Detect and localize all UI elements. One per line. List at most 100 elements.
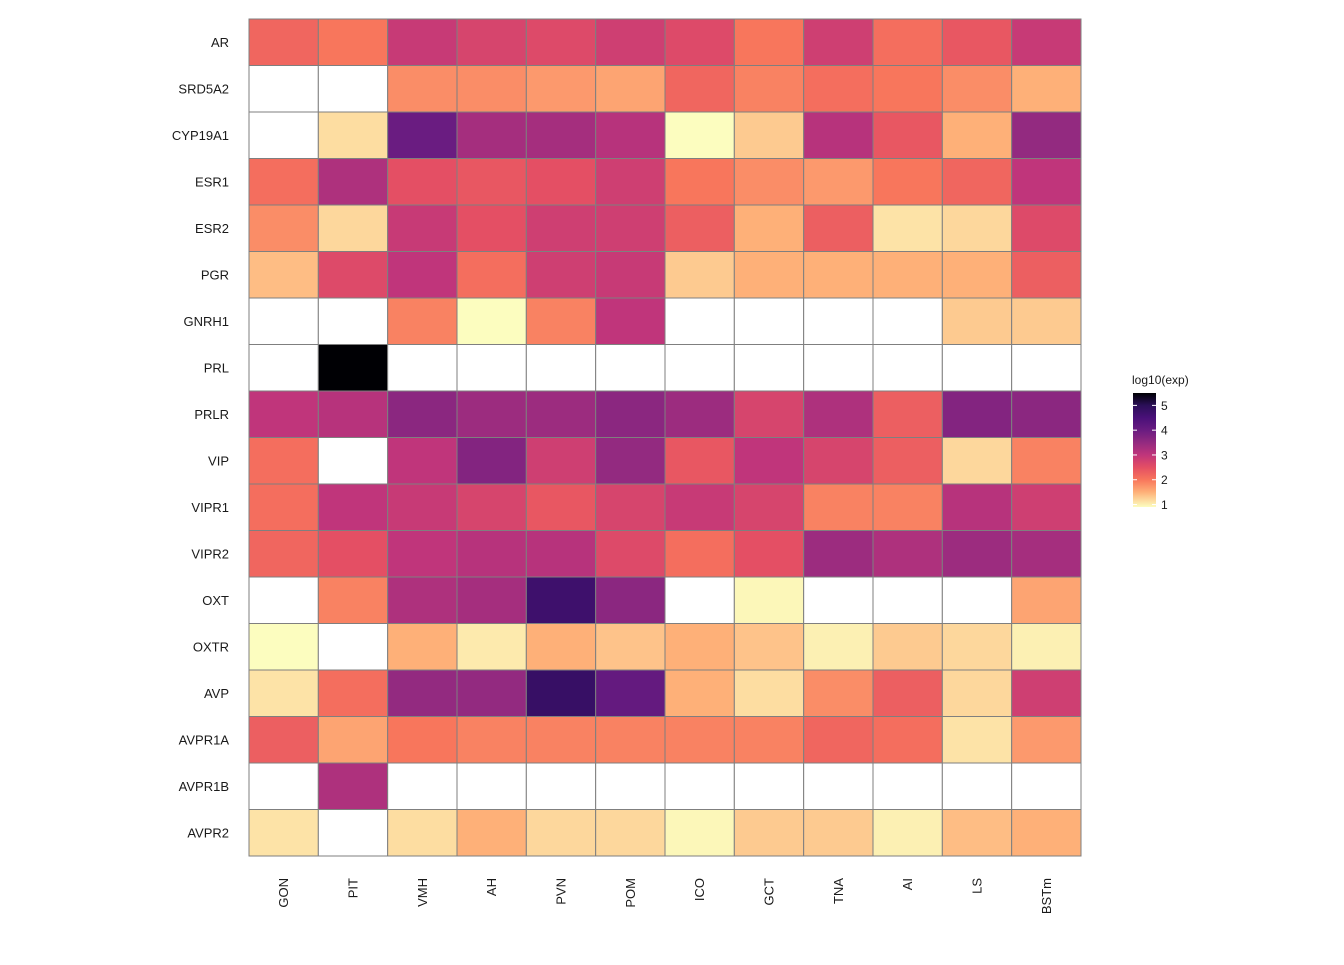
heatmap-cell-cyp19a1-ai (872, 111, 943, 159)
heatmap-cell-vipr2-ah (456, 530, 527, 578)
heatmap-cell-oxtr-vmh (387, 623, 458, 671)
heatmap-cell-pgr-tna (803, 251, 874, 299)
heatmap-cell-vipr1-pom (595, 483, 666, 531)
heatmap-cell-prlr-bstm (1011, 390, 1082, 438)
heatmap-cell-ar-pit (317, 18, 389, 66)
heatmap-cell-ar-gon (248, 18, 319, 66)
heatmap-cell-pgr-pvn (525, 251, 597, 299)
heatmap-cell-ar-gct (733, 18, 805, 66)
heatmap-cell-prlr-ah (456, 390, 527, 438)
heatmap-cell-gnrh1-ai (872, 297, 943, 345)
heatmap-cell-oxt-ls (941, 576, 1013, 624)
heatmap-cell-pgr-gct (733, 251, 805, 299)
heatmap-cell-oxtr-pit (317, 623, 389, 671)
heatmap-cell-oxt-pvn (525, 576, 597, 624)
heatmap-cell-oxtr-tna (803, 623, 874, 671)
heatmap-cell-avpr1a-pvn (525, 716, 597, 764)
y-tick-label-avpr1a: AVPR1A (179, 732, 230, 747)
heatmap-cell-avp-bstm (1011, 669, 1082, 717)
heatmap-cell-oxt-bstm (1011, 576, 1082, 624)
x-tick-label-pit: PIT (346, 878, 361, 898)
heatmap-cell-avpr1b-pvn (525, 762, 597, 810)
heatmap-cell-prlr-ai (872, 390, 943, 438)
heatmap-cell-srd5a2-ah (456, 65, 527, 113)
heatmap-cell-avpr1a-ah (456, 716, 527, 764)
heatmap-cell-avpr1a-ls (941, 716, 1013, 764)
heatmap-cell-prl-gct (733, 344, 805, 392)
heatmap-cell-avpr1b-vmh (387, 762, 458, 810)
y-tick-label-cyp19a1: CYP19A1 (172, 128, 229, 143)
heatmap-cell-vip-pvn (525, 437, 597, 485)
heatmap-cell-avpr2-ah (456, 809, 527, 857)
heatmap-cell-esr2-pit (317, 204, 389, 252)
heatmap-cell-vipr1-ls (941, 483, 1013, 531)
heatmap-cell-prlr-gct (733, 390, 805, 438)
heatmap-cell-prl-pom (595, 344, 666, 392)
heatmap-cells (248, 18, 1082, 857)
heatmap-cell-avpr1b-ah (456, 762, 527, 810)
heatmap-cell-cyp19a1-vmh (387, 111, 458, 159)
heatmap-cell-ar-bstm (1011, 18, 1082, 66)
heatmap-cell-cyp19a1-gon (248, 111, 319, 159)
x-tick-label-ah: AH (484, 878, 499, 896)
heatmap-cell-avpr2-pvn (525, 809, 597, 857)
heatmap-cell-prlr-ico (664, 390, 735, 438)
heatmap-cell-vipr1-ico (664, 483, 735, 531)
heatmap-cell-avpr1b-ls (941, 762, 1013, 810)
heatmap-cell-avp-ico (664, 669, 735, 717)
heatmap-cell-avpr2-pit (317, 809, 389, 857)
legend-tick-label-2: 2 (1161, 473, 1168, 487)
heatmap-cell-ar-vmh (387, 18, 458, 66)
colorbar-legend: log10(exp) 1 2 3 4 5 (1132, 373, 1189, 512)
heatmap-cell-prlr-vmh (387, 390, 458, 438)
heatmap-cell-avpr1a-pom (595, 716, 666, 764)
x-tick-label-tna: TNA (831, 878, 846, 904)
heatmap-cell-cyp19a1-tna (803, 111, 874, 159)
heatmap-cell-avp-vmh (387, 669, 458, 717)
heatmap-cell-vip-ico (664, 437, 735, 485)
heatmap-cell-esr1-gon (248, 158, 319, 206)
x-tick-label-ls: LS (970, 878, 985, 894)
heatmap-cell-prl-gon (248, 344, 319, 392)
heatmap-cell-cyp19a1-ls (941, 111, 1013, 159)
heatmap-cell-avp-ls (941, 669, 1013, 717)
heatmap-cell-avpr1a-ico (664, 716, 735, 764)
heatmap-cell-esr2-gct (733, 204, 805, 252)
y-tick-label-esr2: ESR2 (195, 221, 229, 236)
heatmap-cell-avp-pom (595, 669, 666, 717)
y-tick-label-esr1: ESR1 (195, 174, 229, 189)
legend-colorbar (1133, 393, 1156, 507)
heatmap-cell-oxtr-pvn (525, 623, 597, 671)
heatmap-cell-ar-tna (803, 18, 874, 66)
legend-tick-label-5: 5 (1161, 399, 1168, 413)
heatmap-cell-esr2-gon (248, 204, 319, 252)
y-tick-label-vipr1: VIPR1 (191, 500, 229, 515)
heatmap-cell-oxtr-gct (733, 623, 805, 671)
heatmap-cell-vip-bstm (1011, 437, 1082, 485)
heatmap-cell-esr2-ls (941, 204, 1013, 252)
heatmap-cell-oxtr-pom (595, 623, 666, 671)
heatmap-cell-srd5a2-pvn (525, 65, 597, 113)
heatmap-cell-prl-ai (872, 344, 943, 392)
heatmap-cell-avpr2-gon (248, 809, 319, 857)
heatmap-cell-oxt-vmh (387, 576, 458, 624)
legend-tick-label-1: 1 (1161, 498, 1168, 512)
heatmap-cell-srd5a2-bstm (1011, 65, 1082, 113)
heatmap-cell-prl-ls (941, 344, 1013, 392)
heatmap-cell-oxt-gct (733, 576, 805, 624)
y-tick-label-srd5a2: SRD5A2 (178, 81, 229, 96)
heatmap-cell-esr1-vmh (387, 158, 458, 206)
y-tick-label-avpr2: AVPR2 (187, 825, 229, 840)
heatmap-cell-srd5a2-pom (595, 65, 666, 113)
heatmap-cell-esr1-pom (595, 158, 666, 206)
heatmap-cell-prl-tna (803, 344, 874, 392)
heatmap-cell-vip-gon (248, 437, 319, 485)
heatmap-cell-gnrh1-gct (733, 297, 805, 345)
heatmap-cell-esr1-pit (317, 158, 389, 206)
heatmap-cell-oxtr-bstm (1011, 623, 1082, 671)
heatmap-cell-avpr2-gct (733, 809, 805, 857)
heatmap-cell-gnrh1-vmh (387, 297, 458, 345)
heatmap-cell-esr2-ico (664, 204, 735, 252)
heatmap-cell-avpr1b-gct (733, 762, 805, 810)
